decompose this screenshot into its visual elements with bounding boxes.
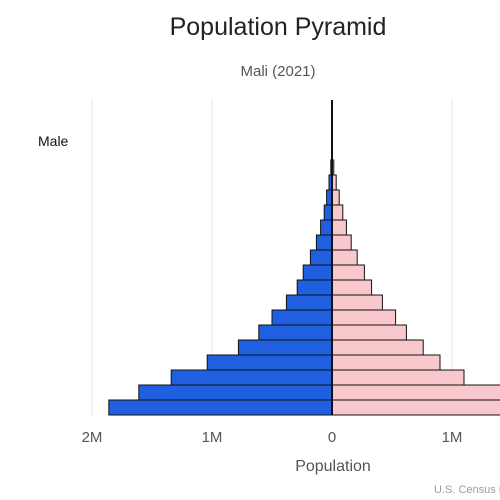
female-bar <box>331 309 397 326</box>
male-bar <box>285 294 333 311</box>
male-bar <box>237 339 333 356</box>
male-bar <box>296 279 333 296</box>
female-bar <box>331 249 358 266</box>
female-bar <box>331 399 500 416</box>
male-bar <box>206 354 333 371</box>
female-bar <box>331 324 407 341</box>
source-credit: U.S. Census Bureau <box>434 484 500 496</box>
chart-title: Population Pyramid <box>170 13 387 41</box>
male-bar <box>108 399 333 416</box>
x-tick-label: 0 <box>328 429 336 446</box>
female-bar <box>331 279 373 296</box>
chart-subtitle: Mali (2021) <box>240 63 315 80</box>
male-bar <box>170 369 333 386</box>
x-axis-ticks: 2M 1M 0 1M <box>82 429 463 446</box>
female-bar <box>331 369 465 386</box>
female-bar <box>331 264 365 281</box>
bars <box>108 100 500 416</box>
male-bar <box>302 264 333 281</box>
female-bar <box>331 384 500 401</box>
male-bar <box>271 309 333 326</box>
x-axis-label: Population <box>295 458 371 475</box>
male-bar <box>315 234 333 251</box>
female-bar <box>331 294 383 311</box>
male-bar <box>258 324 333 341</box>
male-bar <box>320 219 333 236</box>
female-bar <box>331 189 340 206</box>
male-bar <box>138 384 333 401</box>
female-bar <box>331 354 441 371</box>
male-bar <box>309 249 333 266</box>
x-tick-label: 1M <box>442 429 463 446</box>
female-bar <box>331 339 424 356</box>
legend-male: Male <box>38 133 69 149</box>
male-bar <box>323 204 333 221</box>
female-bar <box>331 204 344 221</box>
x-tick-label: 2M <box>82 429 103 446</box>
female-bar <box>331 234 352 251</box>
x-tick-label: 1M <box>202 429 223 446</box>
female-bar <box>331 219 347 236</box>
